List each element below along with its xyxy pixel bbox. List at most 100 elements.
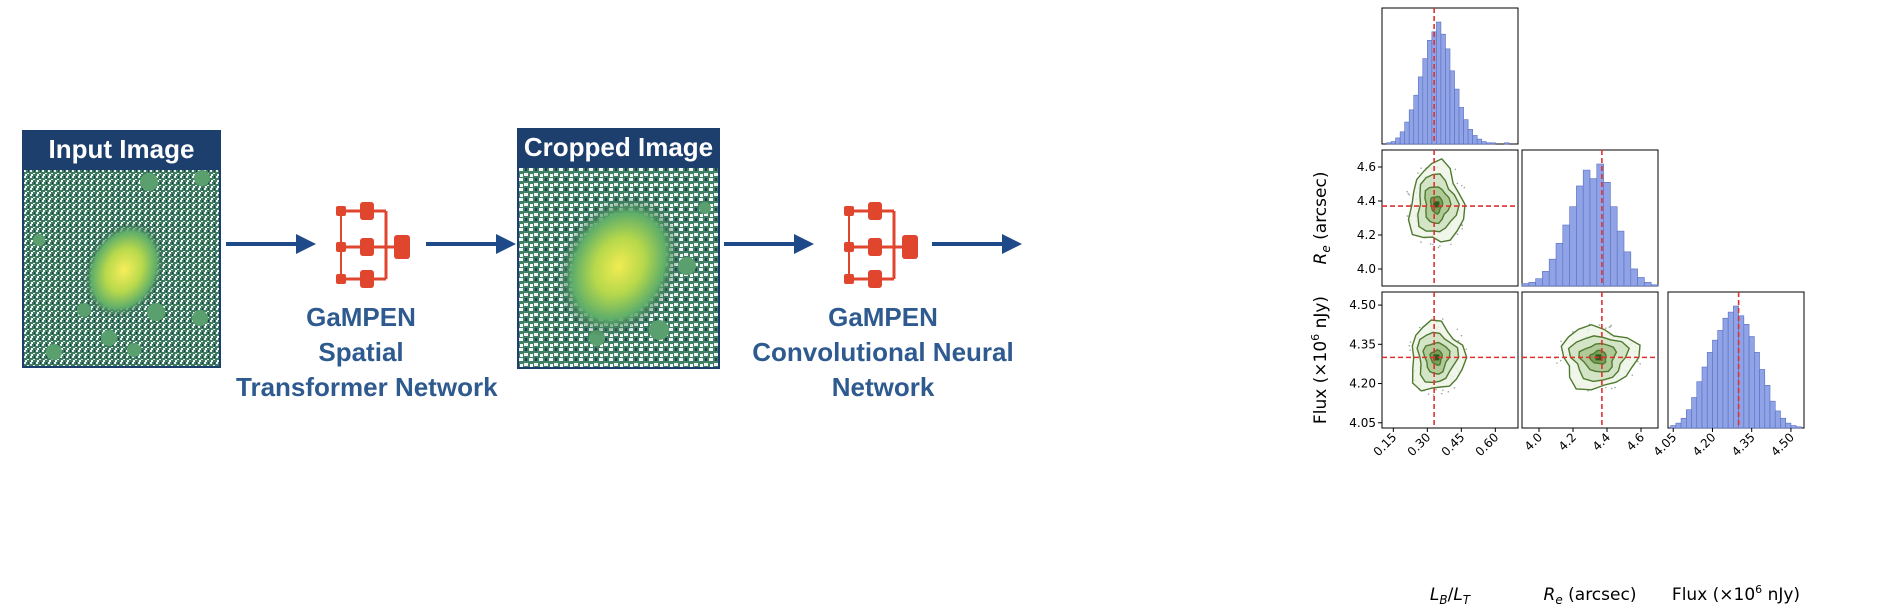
x-tick-label: 4.2	[1556, 430, 1579, 453]
histogram-bar	[1440, 33, 1446, 145]
y-tick-label: 4.6	[1357, 160, 1376, 174]
histogram-bar	[1481, 141, 1487, 145]
y-tick-label: 4.4	[1357, 194, 1376, 208]
corner-plot: 0.15 0.30 0.45 0.60 4.0 4.2 4.4 4.6 4.05 4.20 4.35…	[1309, 7, 1805, 607]
histogram-bar	[1630, 268, 1638, 287]
x-tick-label: 4.0	[1522, 430, 1545, 453]
histogram-bar	[1562, 224, 1570, 287]
scatter-point	[1442, 389, 1444, 391]
contour-peak	[1433, 354, 1440, 361]
scatter-point	[1457, 339, 1460, 342]
scatter-point	[1454, 168, 1457, 171]
x-axis-label: Re (arcsec)	[1544, 585, 1637, 607]
scatter-point	[1559, 359, 1562, 362]
histogram-bar	[1436, 21, 1442, 145]
y-tick-label: 4.50	[1349, 298, 1376, 312]
scatter-point	[1460, 334, 1463, 337]
scatter-point	[1409, 349, 1411, 351]
y-tick-label: 4.0	[1357, 262, 1376, 276]
scatter-point	[1437, 246, 1440, 249]
scatter-point	[1456, 182, 1459, 185]
x-axis-label: LB/LT	[1430, 585, 1472, 607]
cropped-galaxy-svg	[519, 168, 718, 367]
scatter-point	[1406, 215, 1409, 217]
histogram-bar	[1542, 271, 1550, 287]
histogram-bar	[1764, 384, 1771, 429]
input-image-header: Input Image	[22, 130, 221, 168]
histogram-bar	[1589, 178, 1598, 287]
x-tick-label: 4.05	[1651, 430, 1680, 459]
histogram-bar	[1712, 339, 1718, 429]
scatter-point	[1420, 167, 1422, 170]
histogram-bar	[1467, 129, 1473, 145]
histogram-bar	[1675, 422, 1682, 429]
scatter-point	[1465, 348, 1467, 350]
cropped-galaxy-image	[517, 166, 720, 369]
scatter-point	[1631, 374, 1634, 376]
scatter-point	[1409, 341, 1412, 343]
stn-caption-line-1: GaMPEN	[306, 302, 416, 332]
histogram-bar	[1386, 142, 1392, 145]
histogram-bar	[1476, 138, 1483, 145]
histogram-bar	[1623, 251, 1632, 287]
histogram-bar	[1417, 76, 1424, 145]
scatter-point	[1560, 340, 1562, 343]
contour-peak	[1433, 201, 1440, 208]
histogram-bar	[1696, 381, 1703, 429]
scatter-point	[1417, 172, 1419, 174]
scatter-point	[1461, 227, 1463, 230]
scatter-point	[1439, 245, 1441, 247]
input-image-title: Input Image	[48, 133, 195, 164]
histogram-bar	[1780, 417, 1786, 429]
histogram-bar	[1727, 311, 1734, 429]
x-tick-label: 4.35	[1729, 430, 1758, 459]
histogram-bar	[1449, 70, 1455, 145]
histogram-bar	[1395, 137, 1401, 145]
histogram-bar	[1548, 258, 1557, 287]
histogram-bar	[1463, 119, 1469, 145]
histogram-bar	[1399, 131, 1405, 145]
histogram-bar	[1576, 185, 1584, 287]
histogram-bar	[1722, 317, 1729, 429]
histogram-bar	[1759, 369, 1766, 429]
histogram-bar	[1785, 422, 1792, 429]
arrow-right-icon	[932, 234, 1022, 254]
histogram-bar	[1637, 277, 1645, 287]
input-galaxy-svg	[24, 170, 219, 366]
y-axis-label: Flux (×106 nJy)	[1309, 296, 1331, 424]
scatter-point	[1556, 362, 1558, 364]
scatter-point	[1456, 233, 1459, 236]
stn-caption-line-2: Spatial	[318, 337, 404, 367]
histogram-bar	[1774, 410, 1781, 429]
histogram-bar	[1427, 39, 1433, 145]
histogram-bar	[1754, 352, 1760, 429]
histogram-bar	[1569, 206, 1577, 287]
scatter-point	[1605, 327, 1607, 329]
histogram-bar	[1555, 243, 1564, 287]
scatter-point	[1614, 386, 1616, 389]
scatter-point	[1610, 324, 1612, 327]
stn-caption: GaMPEN Spatial Transformer Network	[236, 300, 498, 405]
histogram-bar	[1686, 409, 1692, 429]
y-tick-label: 4.05	[1349, 416, 1376, 430]
histogram-bar	[1790, 425, 1797, 429]
cropped-image-title: Cropped Image	[523, 131, 714, 162]
x-tick-label: 0.60	[1473, 430, 1502, 459]
scatter-point	[1461, 184, 1463, 187]
arrow-right-icon	[724, 234, 814, 254]
scatter-point	[1441, 318, 1444, 320]
y-tick-label: 4.2	[1357, 228, 1376, 242]
histogram-bar	[1528, 282, 1536, 287]
histogram-bar	[1458, 107, 1464, 145]
cnn-caption-line-2: Convolutional Neural	[752, 337, 1014, 367]
histogram-bar	[1535, 278, 1543, 287]
scatter-point	[1456, 328, 1459, 331]
scatter-point	[1440, 392, 1443, 395]
scatter-point	[1463, 186, 1466, 189]
scatter-point	[1605, 386, 1607, 389]
cnn-caption: GaMPEN Convolutional Neural Network	[752, 300, 1014, 405]
x-tick-label: 4.6	[1624, 430, 1647, 453]
scatter-point	[1453, 386, 1456, 389]
histogram-bar	[1521, 283, 1530, 287]
histogram-bar	[1404, 121, 1410, 145]
